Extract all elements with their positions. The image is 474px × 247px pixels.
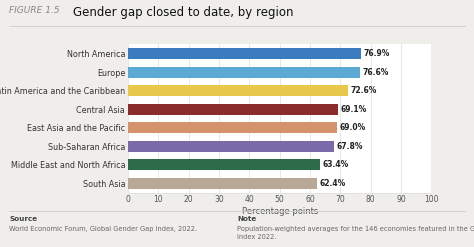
Bar xyxy=(128,159,320,170)
Text: Note: Note xyxy=(237,216,256,222)
Text: 76.6%: 76.6% xyxy=(363,68,389,77)
Bar xyxy=(128,85,348,96)
Bar xyxy=(128,48,361,59)
Text: FIGURE 1.5: FIGURE 1.5 xyxy=(9,6,60,15)
X-axis label: Percentage points: Percentage points xyxy=(242,207,318,216)
Text: 76.9%: 76.9% xyxy=(364,49,390,58)
Text: Gender gap closed to date, by region: Gender gap closed to date, by region xyxy=(73,6,294,19)
Text: 69.0%: 69.0% xyxy=(340,123,366,132)
Text: 62.4%: 62.4% xyxy=(319,179,346,188)
Text: 69.1%: 69.1% xyxy=(340,105,366,114)
Text: 67.8%: 67.8% xyxy=(336,142,363,151)
Text: 63.4%: 63.4% xyxy=(323,160,349,169)
Bar xyxy=(128,122,337,133)
Bar xyxy=(128,67,360,78)
Bar xyxy=(128,141,334,152)
Text: Source: Source xyxy=(9,216,37,222)
Bar xyxy=(128,178,317,189)
Text: Population-weighted averages for the 146 economies featured in the Global Gender: Population-weighted averages for the 146… xyxy=(237,226,474,240)
Bar xyxy=(128,104,337,115)
Text: World Economic Forum, Global Gender Gap Index, 2022.: World Economic Forum, Global Gender Gap … xyxy=(9,226,198,232)
Text: 72.6%: 72.6% xyxy=(351,86,377,95)
